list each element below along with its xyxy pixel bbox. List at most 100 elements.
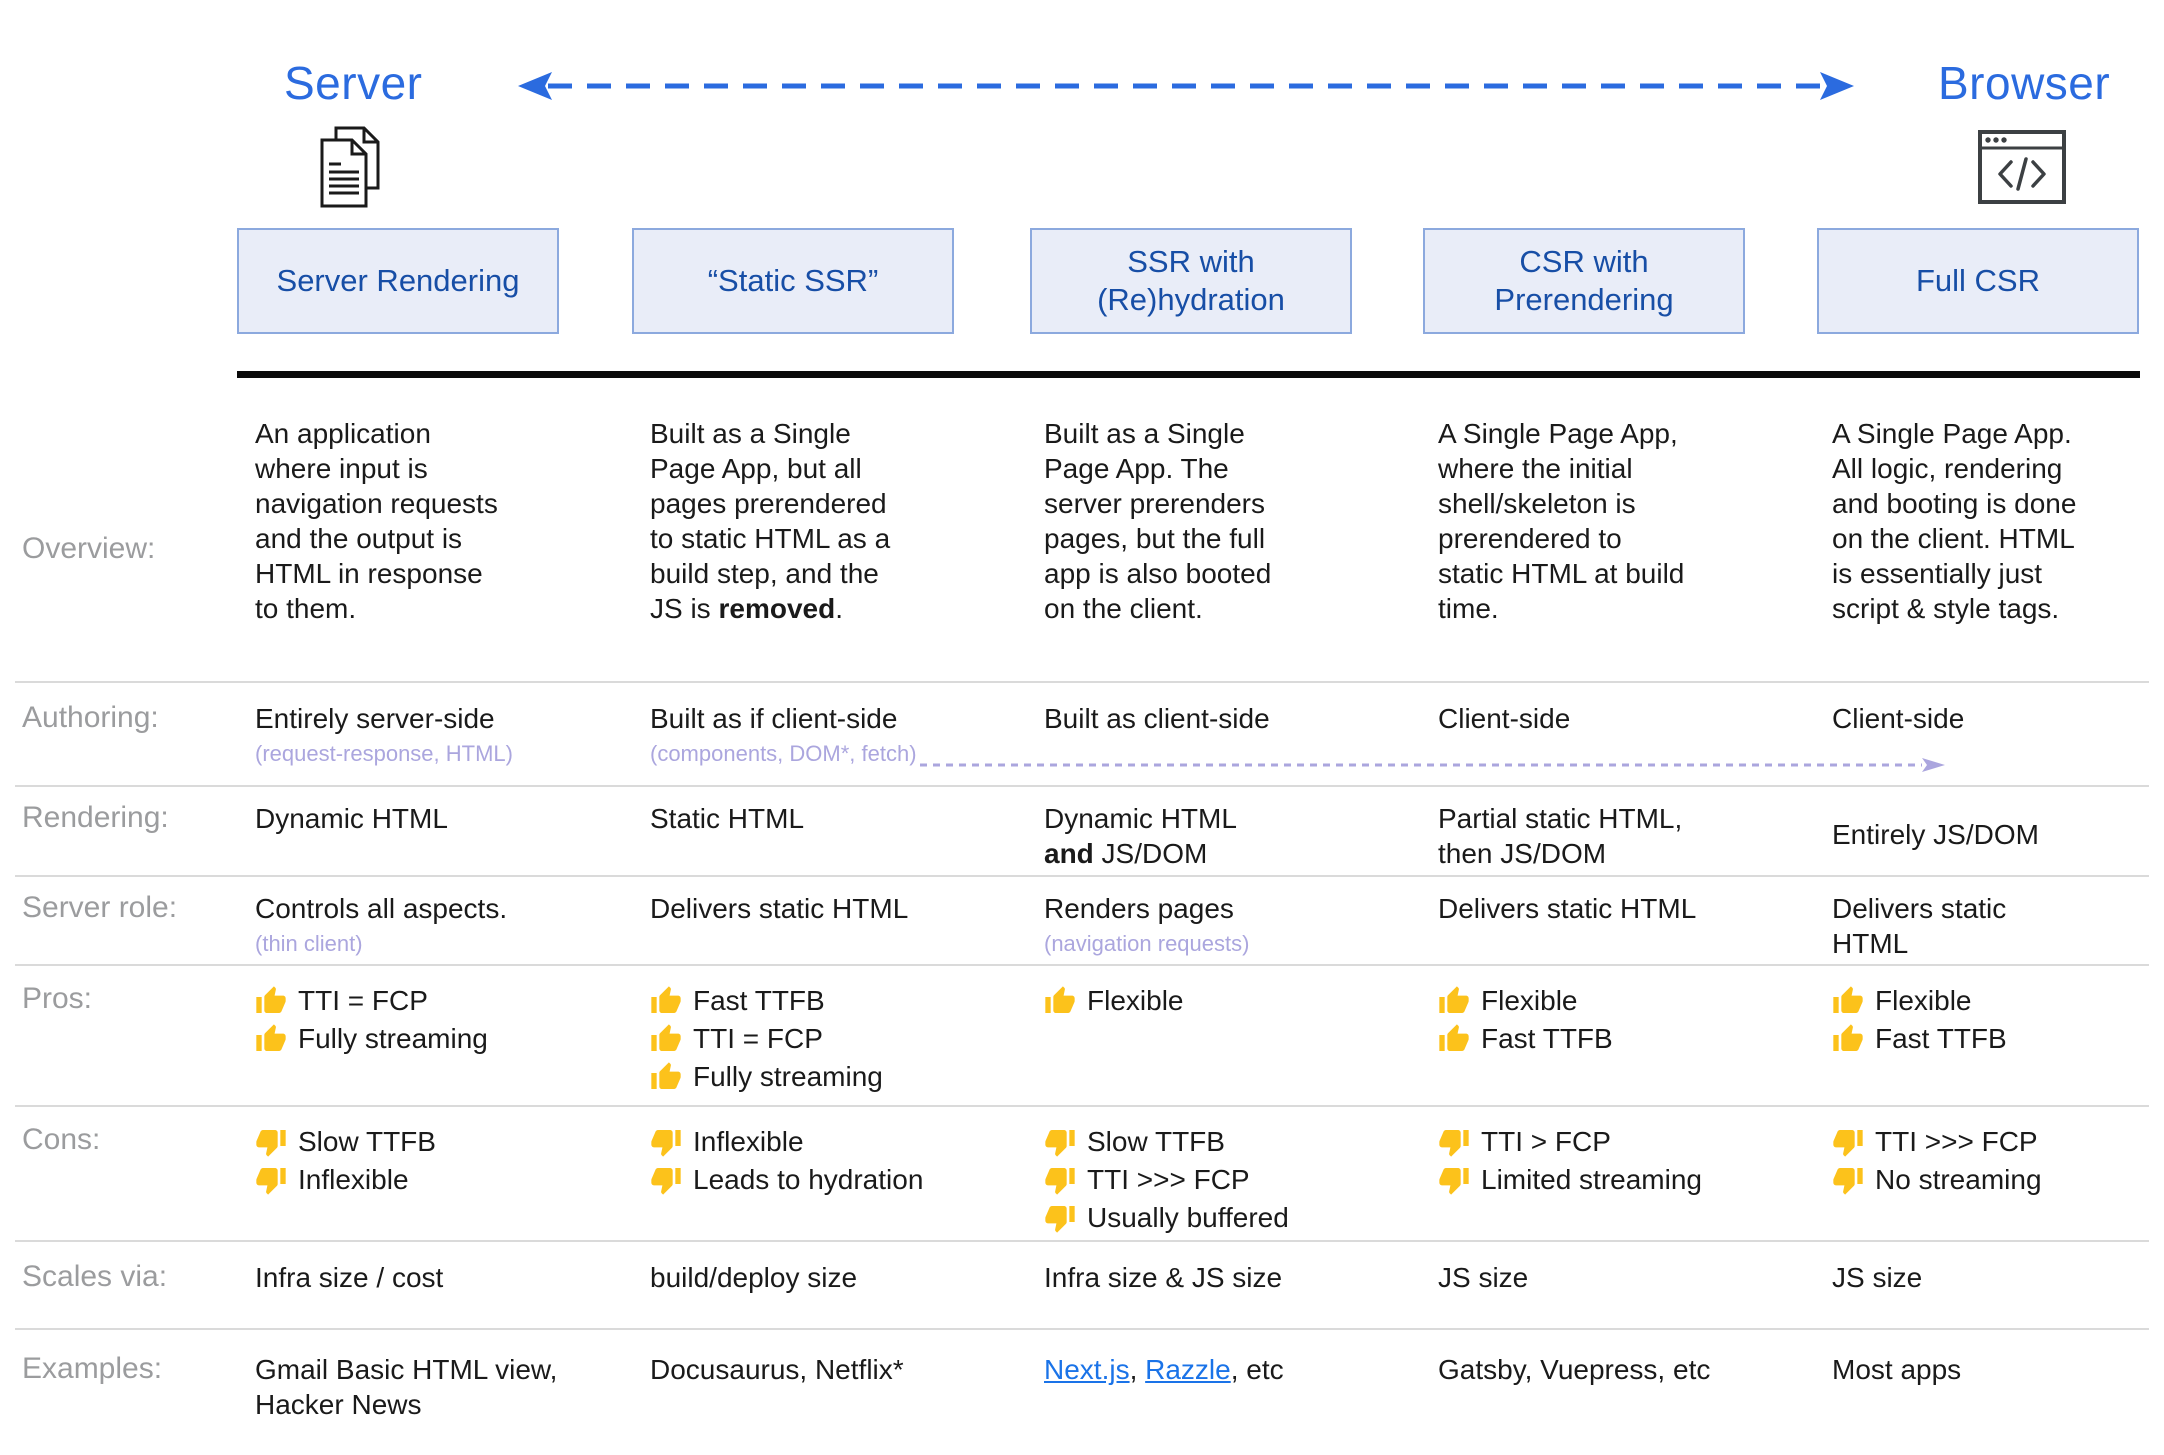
thumbs-up-icon	[1439, 986, 1469, 1013]
column-header-ssr-rehydration: SSR with (Re)hydration	[1030, 228, 1352, 334]
cell-text: build/deploy size	[650, 1262, 858, 1293]
row-authoring: Authoring: Entirely server-side (request-r…	[15, 683, 2149, 787]
cell-text: JS size	[1832, 1262, 1923, 1293]
cell-subnote: (components, DOM*, fetch)	[650, 741, 917, 766]
cell-text: Client-side	[1832, 703, 1965, 734]
cell-examples-col4: Gatsby, Vuepress, etc	[1438, 1352, 1832, 1387]
row-label-pros: Pros:	[22, 982, 93, 1015]
cell-cons-col5: TTI >>> FCP No streaming	[1832, 1123, 2149, 1199]
cell-server-role-col5: Delivers static HTML	[1832, 891, 2149, 961]
cell-text: Built as if client-side	[650, 703, 898, 734]
row-label-examples: Examples:	[22, 1352, 163, 1385]
pro-item: Fully streaming	[255, 1020, 590, 1058]
cell-authoring-col2: Built as if client-side (components, DOM*…	[650, 701, 1044, 767]
thumbs-up-icon	[1439, 1024, 1469, 1051]
cell-text: Most apps	[1832, 1354, 1962, 1385]
thumbs-down-icon	[1439, 1130, 1469, 1157]
cell-scales-via-col4: JS size	[1438, 1260, 1832, 1295]
cell-text: Dynamic HTML and JS/DOM	[1044, 803, 1237, 869]
cell-text: Gmail Basic HTML view, Hacker News	[255, 1354, 558, 1420]
cell-authoring-col5: Client-side	[1832, 701, 2149, 736]
cell-subnote: (request-response, HTML)	[255, 741, 513, 766]
cell-text: Infra size / cost	[255, 1262, 444, 1293]
pro-item: Fast TTFB	[650, 982, 984, 1020]
row-cons: Cons: Slow TTFB Inflexible Inflexible Leads …	[15, 1107, 2149, 1242]
pro-item: Flexible	[1438, 982, 1772, 1020]
cell-cons-col1: Slow TTFB Inflexible	[255, 1123, 650, 1199]
pro-item: TTI = FCP	[650, 1020, 984, 1058]
row-examples: Examples: Gmail Basic HTML view, Hacker N…	[15, 1330, 2149, 1455]
thumbs-up-icon	[256, 1024, 286, 1051]
cell-text: Delivers static HTML	[1832, 893, 2007, 959]
row-scales-via: Scales via: Infra size / cost build/deploy…	[15, 1242, 2149, 1330]
pro-item: Fast TTFB	[1832, 1020, 2089, 1058]
client-side-trend-arrow	[920, 758, 1945, 772]
comparison-table: Overview: An application where input is n…	[15, 378, 2149, 1455]
cell-subnote: (thin client)	[255, 931, 363, 956]
cell-examples-col1: Gmail Basic HTML view, Hacker News	[255, 1352, 650, 1422]
con-item: Slow TTFB	[1044, 1123, 1378, 1161]
con-item: Inflexible	[255, 1161, 590, 1199]
thumbs-up-icon	[651, 1062, 681, 1089]
cell-server-role-col2: Delivers static HTML	[650, 891, 1044, 926]
example-link[interactable]: Next.js	[1044, 1354, 1130, 1385]
cell-text: Built as a Single Page App, but all page…	[650, 418, 891, 624]
cell-examples-col3: Next.js, Razzle, etc	[1044, 1352, 1438, 1387]
cell-server-role-col3: Renders pages (navigation requests)	[1044, 891, 1438, 957]
cell-rendering-col1: Dynamic HTML	[255, 801, 650, 836]
cell-text: Controls all aspects.	[255, 893, 508, 924]
cell-text: An application where input is navigation…	[255, 418, 498, 624]
con-item: Leads to hydration	[650, 1161, 984, 1199]
thumbs-down-icon	[256, 1168, 286, 1195]
cell-rendering-col4: Partial static HTML, then JS/DOM	[1438, 801, 1832, 871]
row-overview: Overview: An application where input is n…	[15, 378, 2149, 683]
cell-examples-col2: Docusaurus, Netflix*	[650, 1352, 1044, 1387]
cell-text: A Single Page App. All logic, rendering …	[1832, 418, 2077, 624]
document-pages-icon	[320, 126, 380, 208]
thumbs-down-icon	[1833, 1168, 1863, 1195]
cell-examples-col5: Most apps	[1832, 1352, 2149, 1387]
thumbs-down-icon	[256, 1130, 286, 1157]
cell-pros-col4: Flexible Fast TTFB	[1438, 982, 1832, 1058]
cell-pros-col1: TTI = FCP Fully streaming	[255, 982, 650, 1058]
thumbs-down-icon	[651, 1168, 681, 1195]
thumbs-up-icon	[256, 986, 286, 1013]
cell-text: Entirely server-side	[255, 703, 495, 734]
cell-server-role-col1: Controls all aspects. (thin client)	[255, 891, 650, 957]
thumbs-down-icon	[1045, 1130, 1075, 1157]
thumbs-up-icon	[651, 1024, 681, 1051]
row-label-server-role: Server role:	[22, 891, 178, 924]
con-item: Slow TTFB	[255, 1123, 590, 1161]
column-header-csr-prerendering: CSR with Prerendering	[1423, 228, 1745, 334]
cell-pros-col2: Fast TTFB TTI = FCP Fully streaming	[650, 982, 1044, 1096]
cell-pros-col3: Flexible	[1044, 982, 1438, 1020]
pro-item: TTI = FCP	[255, 982, 590, 1020]
row-label-rendering: Rendering:	[22, 801, 169, 834]
cell-overview-col2: Built as a Single Page App, but all page…	[650, 416, 1044, 626]
cell-overview-col5: A Single Page App. All logic, rendering …	[1832, 416, 2149, 626]
cell-scales-via-col2: build/deploy size	[650, 1260, 1044, 1295]
cell-text: Next.js, Razzle, etc	[1044, 1354, 1284, 1385]
example-link[interactable]: Razzle	[1145, 1354, 1231, 1385]
con-item: TTI >>> FCP	[1044, 1161, 1378, 1199]
con-item: Inflexible	[650, 1123, 984, 1161]
cell-text: Gatsby, Vuepress, etc	[1438, 1354, 1711, 1385]
cell-text: Entirely JS/DOM	[1832, 819, 2039, 850]
column-header-full-csr: Full CSR	[1817, 228, 2139, 334]
cell-rendering-col5: Entirely JS/DOM	[1832, 801, 2149, 852]
cell-scales-via-col1: Infra size / cost	[255, 1260, 650, 1295]
cell-text: Infra size & JS size	[1044, 1262, 1283, 1293]
thumbs-up-icon	[1045, 986, 1075, 1013]
browser-window-icon	[1978, 130, 2066, 204]
row-label-scales-via: Scales via:	[22, 1260, 168, 1293]
cell-text: Built as a Single Page App. The server p…	[1044, 418, 1272, 624]
cell-authoring-col3: Built as client-side	[1044, 701, 1438, 736]
thumbs-up-icon	[1833, 1024, 1863, 1051]
cell-cons-col3: Slow TTFB TTI >>> FCP Usually buffered	[1044, 1123, 1438, 1237]
cell-text: Docusaurus, Netflix*	[650, 1354, 904, 1385]
thumbs-up-icon	[651, 986, 681, 1013]
thumbs-down-icon	[1833, 1130, 1863, 1157]
thumbs-up-icon	[1833, 986, 1863, 1013]
con-item: TTI > FCP	[1438, 1123, 1772, 1161]
